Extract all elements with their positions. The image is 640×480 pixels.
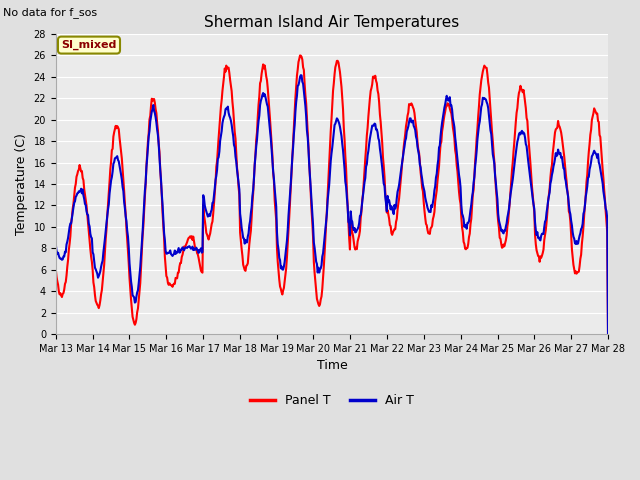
Air T (297, 72, 305, 78)
Panel T (400, 144, 408, 150)
Air T (204, 214, 212, 219)
Air T (416, 162, 424, 168)
Line: Air T: Air T (56, 75, 608, 333)
Air T (52, 241, 60, 247)
Panel T (204, 234, 212, 240)
Air T (604, 330, 612, 336)
Panel T (604, 331, 612, 337)
Text: SI_mixed: SI_mixed (61, 40, 116, 50)
Air T (62, 249, 70, 255)
Panel T (175, 270, 182, 276)
Panel T (296, 53, 304, 59)
Panel T (119, 167, 127, 172)
X-axis label: Time: Time (317, 360, 348, 372)
Line: Panel T: Panel T (56, 56, 608, 334)
Panel T (52, 266, 60, 272)
Title: Sherman Island Air Temperatures: Sherman Island Air Temperatures (204, 15, 460, 30)
Air T (175, 245, 182, 251)
Air T (400, 148, 408, 154)
Legend: Panel T, Air T: Panel T, Air T (245, 389, 419, 412)
Text: No data for f_sos: No data for f_sos (3, 7, 97, 18)
Panel T (416, 158, 424, 164)
Air T (119, 184, 127, 190)
Panel T (62, 279, 70, 285)
Y-axis label: Temperature (C): Temperature (C) (15, 133, 28, 235)
